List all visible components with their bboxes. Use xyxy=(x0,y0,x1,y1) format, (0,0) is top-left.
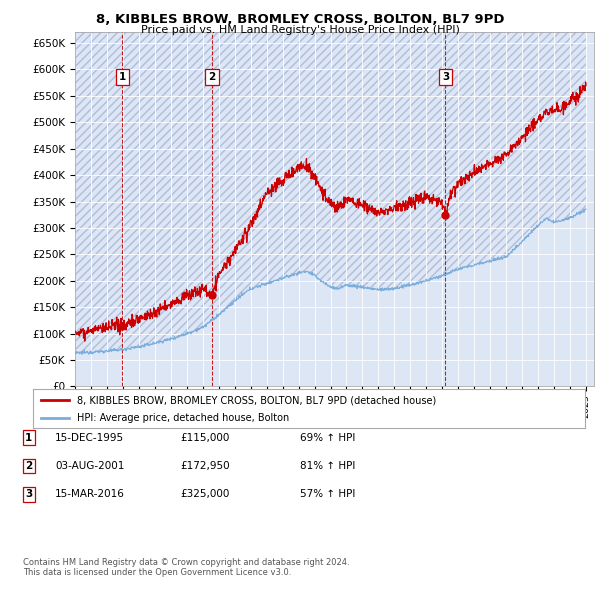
Text: 2: 2 xyxy=(208,72,215,81)
Text: 81% ↑ HPI: 81% ↑ HPI xyxy=(300,461,355,471)
Text: £115,000: £115,000 xyxy=(180,433,229,442)
Text: 3: 3 xyxy=(25,490,32,499)
Text: 69% ↑ HPI: 69% ↑ HPI xyxy=(300,433,355,442)
Text: 15-MAR-2016: 15-MAR-2016 xyxy=(55,490,125,499)
Text: 8, KIBBLES BROW, BROMLEY CROSS, BOLTON, BL7 9PD: 8, KIBBLES BROW, BROMLEY CROSS, BOLTON, … xyxy=(96,13,504,26)
Text: 8, KIBBLES BROW, BROMLEY CROSS, BOLTON, BL7 9PD (detached house): 8, KIBBLES BROW, BROMLEY CROSS, BOLTON, … xyxy=(77,395,436,405)
Text: Contains HM Land Registry data © Crown copyright and database right 2024.
This d: Contains HM Land Registry data © Crown c… xyxy=(23,558,349,577)
Text: £172,950: £172,950 xyxy=(180,461,230,471)
Text: 1: 1 xyxy=(25,433,32,442)
Text: 3: 3 xyxy=(442,72,449,81)
Text: £325,000: £325,000 xyxy=(180,490,229,499)
Text: HPI: Average price, detached house, Bolton: HPI: Average price, detached house, Bolt… xyxy=(77,413,289,423)
Text: 1: 1 xyxy=(119,72,126,81)
Text: Price paid vs. HM Land Registry's House Price Index (HPI): Price paid vs. HM Land Registry's House … xyxy=(140,25,460,35)
Text: 03-AUG-2001: 03-AUG-2001 xyxy=(55,461,125,471)
Text: 57% ↑ HPI: 57% ↑ HPI xyxy=(300,490,355,499)
Text: 2: 2 xyxy=(25,461,32,471)
Text: 15-DEC-1995: 15-DEC-1995 xyxy=(55,433,124,442)
